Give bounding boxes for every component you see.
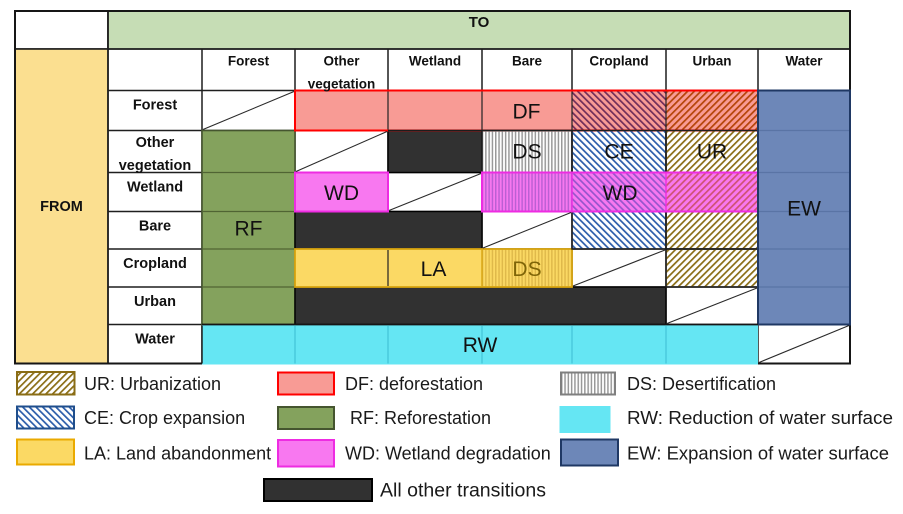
- svg-text:Wetland: Wetland: [127, 180, 183, 196]
- svg-text:vegetation: vegetation: [308, 77, 376, 92]
- svg-text:Bare: Bare: [512, 54, 543, 69]
- svg-text:UR: UR: [697, 141, 727, 164]
- svg-text:Water: Water: [785, 54, 823, 69]
- svg-text:Forest: Forest: [228, 54, 270, 69]
- svg-text:Urban: Urban: [692, 54, 731, 69]
- svg-text:DS: Desertification: DS: Desertification: [627, 374, 776, 394]
- svg-text:Cropland: Cropland: [589, 54, 648, 69]
- svg-text:DF: DF: [513, 101, 541, 124]
- svg-text:EW: EW: [787, 198, 821, 221]
- svg-text:LA: LA: [421, 258, 447, 281]
- svg-text:LA: Land abandonment: LA: Land abandonment: [84, 444, 271, 464]
- svg-text:Water: Water: [135, 332, 175, 348]
- svg-text:RW: Reduction of water surface: RW: Reduction of water surface: [627, 408, 893, 428]
- svg-text:RF: RF: [235, 218, 263, 241]
- svg-text:UR: Urbanization: UR: Urbanization: [84, 374, 221, 394]
- svg-text:WD: WD: [324, 182, 359, 205]
- svg-text:Forest: Forest: [133, 98, 177, 114]
- svg-text:All other transitions: All other transitions: [380, 481, 546, 502]
- svg-text:WD: WD: [603, 182, 638, 205]
- svg-text:EW: Expansion of water surface: EW: Expansion of water surface: [627, 444, 889, 464]
- svg-text:RW: RW: [463, 334, 498, 357]
- svg-text:TO: TO: [469, 14, 490, 31]
- svg-text:Other: Other: [136, 135, 175, 151]
- svg-text:DS: DS: [512, 258, 541, 281]
- svg-text:vegetation: vegetation: [119, 158, 192, 174]
- svg-text:Urban: Urban: [134, 294, 176, 310]
- svg-text:CE: Crop expansion: CE: Crop expansion: [84, 408, 245, 428]
- svg-text:Bare: Bare: [139, 219, 171, 235]
- svg-text:DF: deforestation: DF: deforestation: [345, 374, 483, 394]
- svg-text:Wetland: Wetland: [409, 54, 461, 69]
- svg-text:Other: Other: [323, 54, 360, 69]
- svg-text:CE: CE: [604, 141, 633, 164]
- svg-text:RF: Reforestation: RF: Reforestation: [350, 408, 491, 428]
- svg-text:DS: DS: [512, 141, 541, 164]
- svg-text:FROM: FROM: [40, 199, 83, 215]
- svg-text:Cropland: Cropland: [123, 256, 187, 272]
- svg-text:WD: Wetland degradation: WD: Wetland degradation: [345, 444, 551, 464]
